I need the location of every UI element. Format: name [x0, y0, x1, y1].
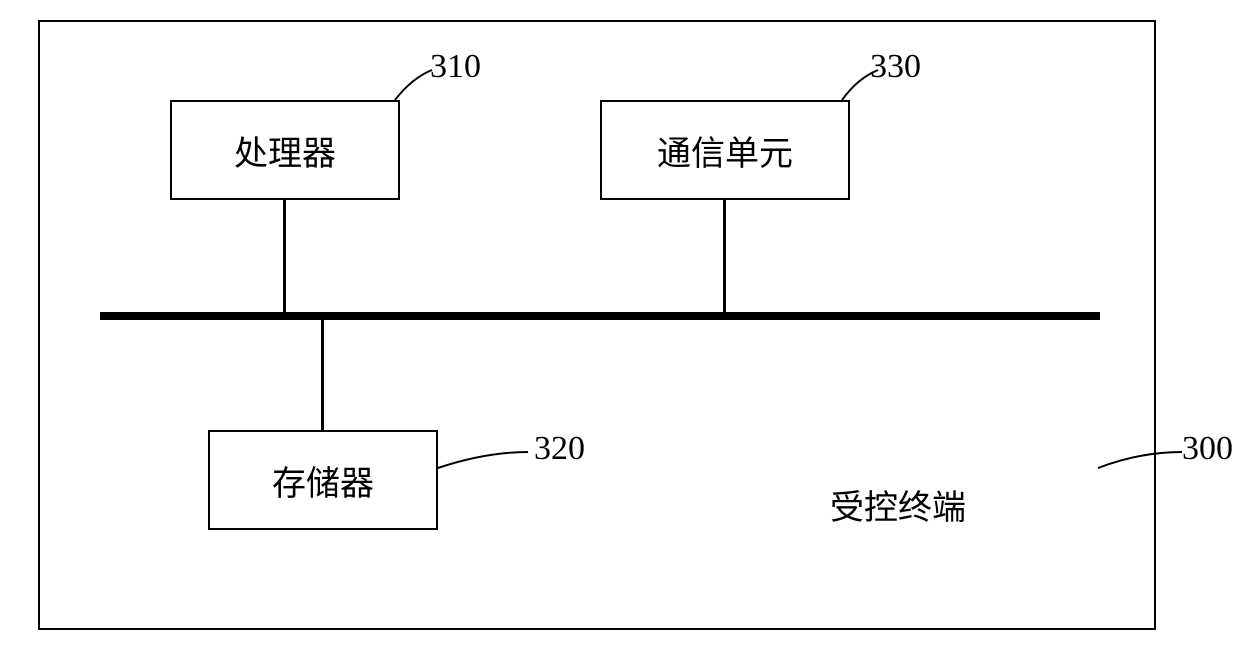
- terminal-leader: [0, 0, 1240, 650]
- terminal-ref: 300: [1182, 430, 1233, 468]
- diagram-canvas: 处理器 310 通信单元 330 存储器 320 受控终端 300: [0, 0, 1240, 650]
